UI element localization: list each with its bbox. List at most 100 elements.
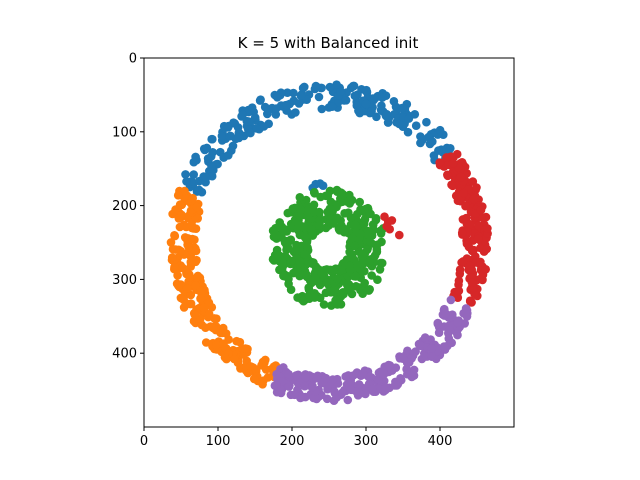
data-point xyxy=(346,385,356,395)
data-point xyxy=(182,299,191,309)
data-point xyxy=(442,153,451,162)
data-point xyxy=(345,261,354,271)
data-point xyxy=(223,123,233,132)
data-point xyxy=(354,380,364,389)
data-point xyxy=(298,83,308,93)
data-point xyxy=(246,362,255,371)
series-3 xyxy=(380,149,492,307)
data-point xyxy=(259,122,269,131)
data-point xyxy=(272,253,282,263)
data-point xyxy=(418,135,427,145)
data-point xyxy=(263,106,273,115)
data-point xyxy=(167,253,177,262)
data-point xyxy=(291,108,300,117)
data-point xyxy=(304,285,314,294)
data-point xyxy=(297,295,307,304)
data-point xyxy=(422,117,431,127)
data-point xyxy=(445,326,455,335)
data-point xyxy=(314,207,324,217)
data-point xyxy=(476,257,485,267)
data-point xyxy=(351,272,360,281)
data-point xyxy=(474,221,483,230)
data-point xyxy=(310,293,319,302)
data-point xyxy=(360,278,370,288)
data-point xyxy=(361,389,370,399)
data-point xyxy=(322,278,331,288)
data-point xyxy=(317,104,327,114)
data-point xyxy=(186,290,196,300)
data-point xyxy=(409,365,419,375)
data-point xyxy=(476,243,485,253)
data-point xyxy=(318,181,328,190)
data-point xyxy=(447,180,456,190)
data-point xyxy=(346,213,356,222)
x-axis: 0 100 200 300 400 xyxy=(140,427,452,449)
data-point xyxy=(361,99,371,109)
data-point xyxy=(268,226,278,235)
data-point xyxy=(187,220,196,230)
data-point xyxy=(316,192,325,202)
data-point xyxy=(181,170,190,179)
data-point xyxy=(190,235,199,244)
data-point xyxy=(362,85,371,95)
data-point xyxy=(462,239,472,248)
data-point xyxy=(298,392,307,402)
data-point xyxy=(367,106,376,116)
data-point xyxy=(325,82,335,92)
data-point xyxy=(291,247,301,256)
data-point xyxy=(454,286,464,296)
data-point xyxy=(458,257,468,266)
data-point xyxy=(465,220,475,229)
data-point xyxy=(434,146,443,155)
data-point xyxy=(329,285,339,295)
data-point xyxy=(285,236,295,246)
data-point xyxy=(196,294,205,303)
data-point xyxy=(348,254,358,263)
data-point xyxy=(188,193,197,203)
data-point xyxy=(455,265,465,275)
data-point xyxy=(377,258,387,268)
data-point xyxy=(309,200,319,210)
data-point xyxy=(403,127,413,137)
data-point xyxy=(482,244,492,254)
data-point xyxy=(368,220,378,230)
data-point xyxy=(356,205,365,214)
data-point xyxy=(201,338,211,347)
data-point xyxy=(180,233,190,242)
data-point xyxy=(191,152,200,162)
data-point xyxy=(395,230,404,240)
data-point xyxy=(191,246,201,256)
data-point xyxy=(204,309,214,319)
data-point xyxy=(193,271,203,281)
data-point xyxy=(278,225,288,235)
data-point xyxy=(433,318,443,328)
data-point xyxy=(279,271,289,281)
data-point xyxy=(358,250,367,259)
y-tick-label: 100 xyxy=(112,125,137,140)
data-point xyxy=(314,92,324,102)
data-point xyxy=(326,197,336,207)
x-tick-label: 0 xyxy=(140,434,148,449)
data-point xyxy=(441,309,450,318)
data-point xyxy=(332,202,341,212)
data-point xyxy=(447,338,457,348)
data-point xyxy=(457,228,467,238)
data-point xyxy=(469,194,478,204)
data-point xyxy=(289,88,298,98)
data-point xyxy=(467,265,477,274)
data-point xyxy=(341,372,351,381)
data-point xyxy=(341,96,351,105)
data-point xyxy=(317,269,327,278)
data-point xyxy=(247,103,257,112)
data-point xyxy=(381,383,391,392)
data-point xyxy=(246,128,255,138)
data-point xyxy=(284,279,293,289)
data-point xyxy=(300,232,310,241)
data-point xyxy=(378,368,388,378)
data-point xyxy=(481,265,491,274)
data-point xyxy=(307,382,317,392)
data-point xyxy=(443,171,453,181)
x-tick-label: 200 xyxy=(280,434,305,449)
data-point xyxy=(321,373,331,383)
y-tick-label: 200 xyxy=(112,199,137,214)
